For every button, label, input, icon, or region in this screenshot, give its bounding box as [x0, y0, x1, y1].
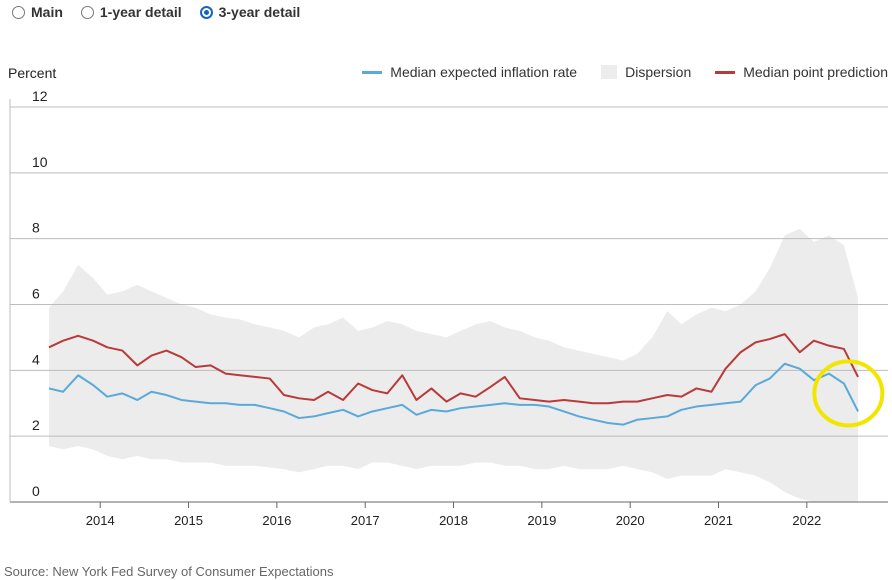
legend-label-point-prediction: Median point prediction [743, 64, 888, 80]
x-tick-label: 2021 [704, 513, 733, 528]
x-tick-label: 2016 [262, 513, 291, 528]
tab-3-year-detail[interactable]: 3-year detail [199, 4, 301, 20]
chart-legend: Median expected inflation rate Dispersio… [362, 64, 888, 80]
legend-item-median-rate[interactable]: Median expected inflation rate [362, 64, 577, 80]
tab-3-year-label: 3-year detail [218, 4, 301, 20]
y-tick-label: 2 [32, 417, 40, 433]
legend-label-median-rate: Median expected inflation rate [390, 64, 578, 80]
radio-unselected-icon[interactable] [12, 5, 25, 19]
x-tick-label: 2019 [527, 513, 556, 528]
y-tick-label: 12 [32, 88, 48, 104]
x-tick-label: 2014 [86, 513, 115, 528]
radio-selected-icon[interactable] [199, 5, 213, 19]
tab-1-year-detail[interactable]: 1-year detail [80, 4, 182, 20]
y-tick-label: 8 [32, 220, 40, 236]
x-tick-label: 2020 [616, 513, 645, 528]
x-tick-label: 2022 [792, 513, 821, 528]
legend-item-point-prediction[interactable]: Median point prediction [715, 64, 888, 80]
legend-item-dispersion[interactable]: Dispersion [601, 64, 691, 80]
legend-label-dispersion: Dispersion [625, 64, 692, 80]
y-tick-label: 0 [32, 483, 40, 499]
highlight-circle [812, 359, 885, 428]
x-tick-label: 2015 [174, 513, 203, 528]
x-tick-label: 2017 [351, 513, 380, 528]
x-tick-label: 2018 [439, 513, 468, 528]
median-point-prediction-line [48, 333, 859, 405]
legend-swatch-point-prediction [715, 70, 736, 74]
dispersion-band [49, 228, 859, 502]
tab-main[interactable]: Main [12, 4, 63, 20]
legend-swatch-dispersion [601, 65, 618, 79]
median-expected-rate-line [48, 362, 859, 426]
tab-1-year-label: 1-year detail [99, 4, 182, 20]
tab-main-label: Main [31, 4, 63, 20]
y-axis-label: Percent [8, 65, 57, 81]
y-tick-label: 10 [32, 154, 48, 170]
y-tick-label: 6 [32, 286, 40, 302]
y-tick-label: 4 [32, 351, 40, 367]
source-note: Source: New York Fed Survey of Consumer … [4, 564, 334, 579]
legend-swatch-median-rate [362, 70, 383, 74]
radio-unselected-icon[interactable] [80, 5, 94, 19]
view-tabs: Main 1-year detail 3-year detail [12, 4, 300, 20]
